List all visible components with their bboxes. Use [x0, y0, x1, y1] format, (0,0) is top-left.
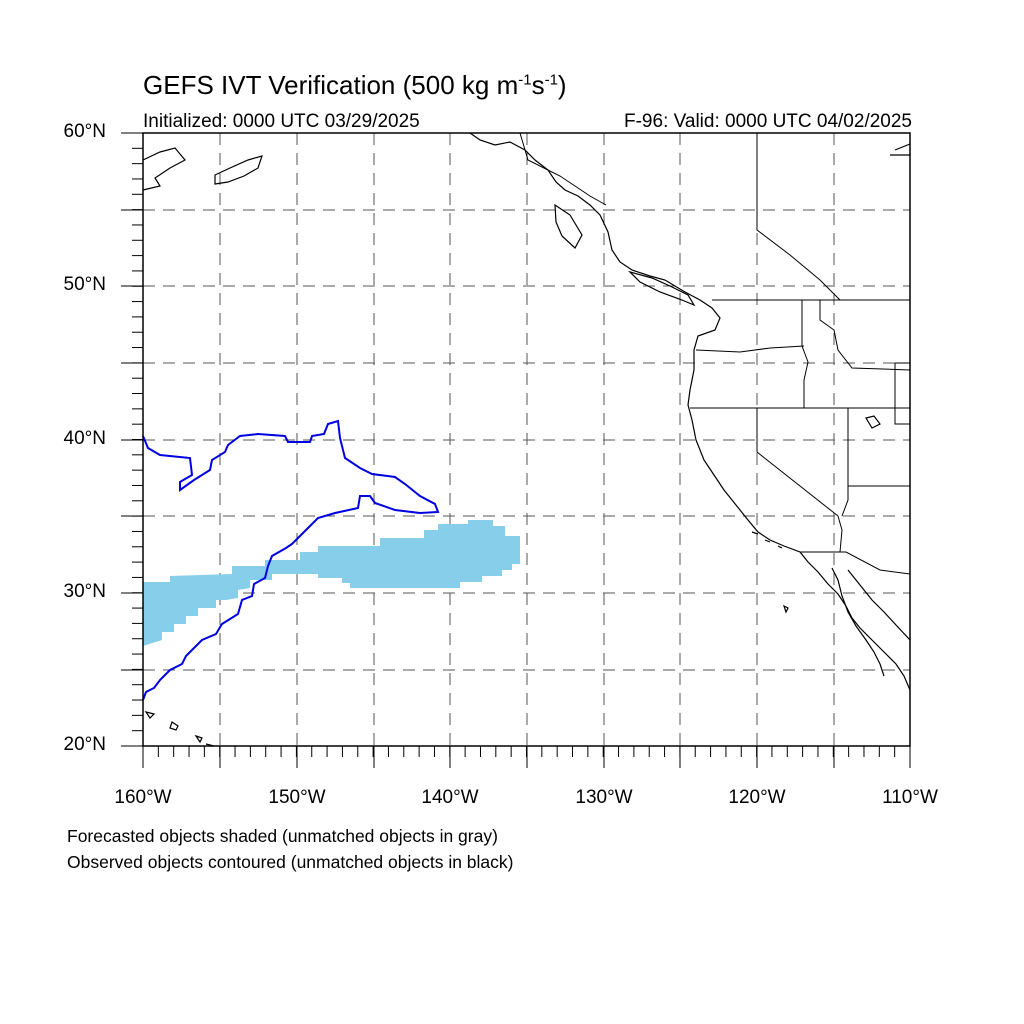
- map-title: GEFS IVT Verification (500 kg m-1s-1): [143, 70, 567, 100]
- tick-marks: [121, 132, 911, 768]
- ca-az-border: [837, 515, 843, 553]
- coastlines: [142, 132, 911, 747]
- baja-peninsula: [831, 567, 885, 677]
- bc-alberta-border: [756, 133, 841, 301]
- canada-islands: [554, 203, 583, 249]
- lat-label-50n: 50°N: [63, 274, 106, 295]
- wy-border: [894, 362, 910, 425]
- political-boundaries: [519, 132, 911, 575]
- lon-label-150w: 150°W: [268, 787, 326, 808]
- alaska-coast: [142, 147, 186, 191]
- gulf-of-alaska-coast: [469, 132, 911, 691]
- valid-time: F-96: Valid: 0000 UTC 04/02/2025: [624, 111, 912, 132]
- lon-label-120w: 120°W: [728, 787, 786, 808]
- idaho-border: [801, 300, 809, 408]
- lon-label-130w: 130°W: [575, 787, 633, 808]
- lon-label-110w: 110°W: [882, 787, 938, 808]
- footnote-forecast: Forecasted objects shaded (unmatched obj…: [67, 826, 498, 846]
- alaska-bc-border: [519, 132, 607, 206]
- forecast-object-shaded: [143, 520, 520, 646]
- lake: [865, 415, 881, 429]
- lon-label-160w: 160°W: [114, 787, 172, 808]
- graticule: [143, 133, 910, 746]
- observed-object-north: [142, 419, 440, 701]
- nv-ca-border: [756, 408, 839, 517]
- lat-label-30n: 30°N: [63, 581, 106, 602]
- wa-or-border: [695, 345, 805, 353]
- island-small: [782, 604, 789, 614]
- vancouver-island: [627, 270, 696, 307]
- lat-label-40n: 40°N: [63, 428, 106, 449]
- alaska-islands: [214, 155, 263, 185]
- alaska-east-coast: [890, 143, 911, 156]
- footnote-observed: Observed objects contoured (unmatched ob…: [67, 852, 514, 872]
- observed-object-contours: [142, 419, 440, 701]
- lat-label-60n: 60°N: [63, 121, 106, 142]
- hawaii-islands: [144, 711, 215, 747]
- nv-az-border: [841, 408, 849, 517]
- lat-label-20n: 20°N: [63, 734, 106, 755]
- channel-islands: [751, 531, 783, 549]
- lon-label-140w: 140°W: [421, 787, 479, 808]
- initialized-time: Initialized: 0000 UTC 03/29/2025: [143, 111, 420, 132]
- minor-tick-marks: [132, 132, 911, 757]
- mexico-mainland: [847, 569, 911, 641]
- montana-border: [819, 300, 911, 371]
- us-mexico-border: [800, 551, 911, 575]
